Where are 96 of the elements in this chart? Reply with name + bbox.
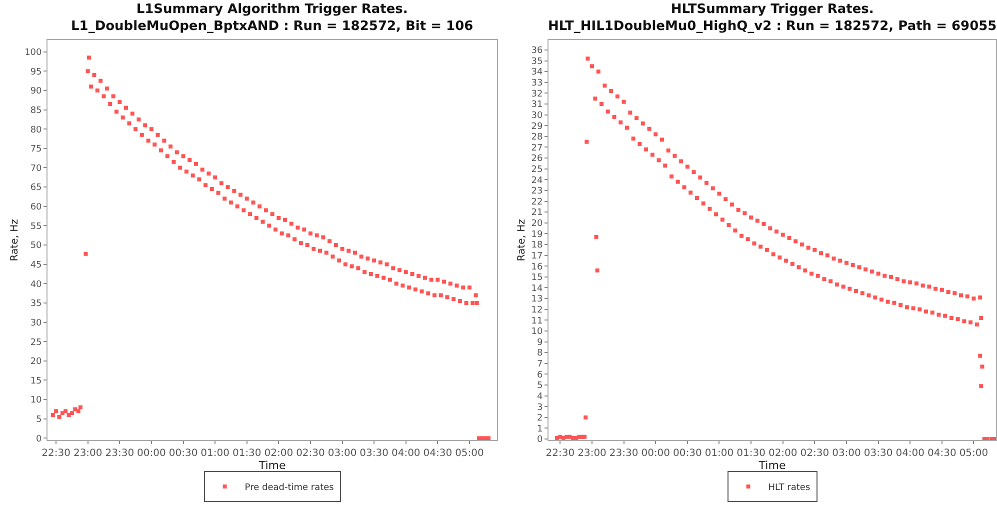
x-tick-label: 00:30 <box>673 448 702 460</box>
y-axis-title: Rate, Hz <box>10 219 21 262</box>
y-tick-label: 6 <box>536 370 543 380</box>
y-tick-label: 18 <box>531 240 543 251</box>
y-tick-label: 31 <box>531 100 543 110</box>
y-tick-label: 100 <box>24 48 42 58</box>
y-tick-label: 24 <box>531 176 543 186</box>
x-tick-label: 04:30 <box>928 448 956 460</box>
x-tick-label: 01:30 <box>736 448 766 460</box>
y-tick-label: 35 <box>30 299 42 310</box>
y-tick-label: 60 <box>30 202 42 213</box>
x-tick-label: 02:00 <box>768 448 798 460</box>
y-tick-label: 15 <box>531 273 543 284</box>
y-tick-label: 23 <box>531 186 543 197</box>
y-tick-label: 12 <box>531 306 543 316</box>
y-tick-label: 75 <box>30 144 42 155</box>
y-tick-label: 27 <box>531 143 543 154</box>
x-axis-title: Time <box>258 459 286 472</box>
y-tick-label: 10 <box>531 327 543 338</box>
y-tick-label: 2 <box>536 414 543 424</box>
x-tick-label: 23:00 <box>73 448 102 460</box>
legend-label: HLT rates <box>768 483 810 494</box>
y-tick-label: 30 <box>30 318 42 328</box>
y-tick-label: 5 <box>536 381 543 392</box>
x-tick-label: 05:00 <box>959 448 988 460</box>
y-tick-label: 45 <box>30 260 42 270</box>
y-tick-label: 0 <box>36 434 42 444</box>
x-tick-label: 02:30 <box>296 448 325 460</box>
y-tick-label: 33 <box>531 78 543 89</box>
y-tick-label: 32 <box>531 89 543 100</box>
x-tick-label: 00:00 <box>137 448 166 460</box>
y-tick-label: 30 <box>531 110 543 121</box>
x-tick-label: 01:00 <box>200 448 230 460</box>
y-tick-label: 9 <box>536 338 543 348</box>
x-tick-label: 04:00 <box>896 448 925 460</box>
y-tick-label: 29 <box>531 122 543 132</box>
y-tick-label: 1 <box>536 424 543 434</box>
y-tick-label: 21 <box>531 208 543 218</box>
y-tick-label: 10 <box>30 396 42 406</box>
legend-label: Pre dead-time rates <box>244 483 334 494</box>
y-tick-label: 5 <box>36 415 42 426</box>
x-tick-label: 03:00 <box>832 448 861 460</box>
y-tick-label: 14 <box>531 284 543 294</box>
y-tick-label: 40 <box>30 280 42 290</box>
x-tick-label: 22:30 <box>42 448 70 460</box>
x-tick-label: 23:00 <box>578 448 606 460</box>
y-tick-label: 50 <box>30 241 42 252</box>
y-tick-label: 65 <box>30 183 42 194</box>
chart-subtitle: HLT_HIL1DoubleMu0_HighQ_v2 : Run = 182572, Path = 69055 <box>548 18 997 34</box>
y-tick-label: 11 <box>531 316 543 326</box>
y-tick-label: 4 <box>536 392 543 402</box>
x-tick-label: 23:30 <box>609 448 638 460</box>
y-tick-label: 20 <box>531 219 543 230</box>
y-tick-label: 3 <box>536 402 543 413</box>
y-tick-label: 34 <box>531 68 543 78</box>
y-tick-label: 28 <box>531 132 543 143</box>
y-tick-label: 0 <box>536 435 543 446</box>
x-tick-label: 05:00 <box>455 448 484 460</box>
y-tick-label: 13 <box>531 294 543 305</box>
y-tick-label: 90 <box>30 86 42 97</box>
y-tick-label: 16 <box>531 262 543 272</box>
y-tick-label: 85 <box>30 106 42 116</box>
chart-subtitle: L1_DoubleMuOpen_BptxAND : Run = 182572, Bit = 106 <box>71 18 474 34</box>
y-tick-label: 20 <box>30 357 42 368</box>
y-tick-label: 22 <box>531 197 543 208</box>
y-tick-label: 25 <box>531 165 543 175</box>
y-tick-label: 7 <box>536 360 543 370</box>
y-tick-label: 70 <box>30 164 42 174</box>
x-tick-label: 00:30 <box>168 448 198 460</box>
x-tick-label: 01:30 <box>232 448 262 460</box>
chart-title: L1Summary Algorithm Trigger Rates. <box>136 2 408 17</box>
x-tick-label: 02:00 <box>264 448 294 460</box>
x-axis-title: Time <box>758 459 786 472</box>
y-tick-label: 36 <box>531 46 543 56</box>
x-tick-label: 04:00 <box>391 448 420 460</box>
y-axis-title: Rate, Hz <box>516 219 528 262</box>
x-tick-label: 03:30 <box>360 448 388 460</box>
x-tick-label: 23:30 <box>105 448 134 460</box>
y-tick-label: 15 <box>30 376 42 386</box>
y-tick-label: 19 <box>531 230 543 240</box>
y-tick-label: 26 <box>531 154 543 164</box>
x-tick-label: 03:00 <box>328 448 357 460</box>
y-tick-label: 25 <box>30 338 42 348</box>
x-tick-label: 03:30 <box>864 448 893 460</box>
y-tick-label: 80 <box>30 125 42 136</box>
chart-title: HLTSummary Trigger Rates. <box>670 2 874 17</box>
x-tick-label: 00:00 <box>641 448 670 460</box>
x-tick-label: 01:00 <box>704 448 734 460</box>
y-tick-label: 17 <box>531 251 543 262</box>
y-tick-label: 35 <box>531 56 543 67</box>
y-tick-label: 8 <box>536 348 543 359</box>
x-tick-label: 04:30 <box>423 448 452 460</box>
y-tick-label: 95 <box>30 67 42 78</box>
x-tick-label: 02:30 <box>800 448 830 460</box>
x-tick-label: 22:30 <box>546 448 575 460</box>
y-tick-label: 55 <box>30 222 42 232</box>
